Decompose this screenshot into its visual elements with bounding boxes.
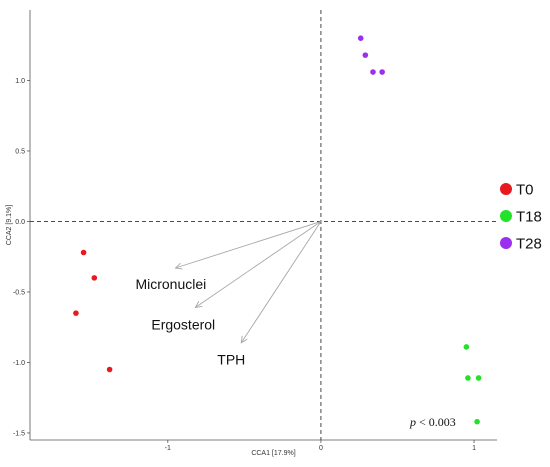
x-axis-title: CCA1 [17.9%] — [251, 450, 295, 457]
point-t0 — [91, 275, 98, 281]
point-layer — [73, 35, 482, 425]
legend-label-t0: T0 — [516, 182, 534, 199]
point-t28 — [357, 35, 364, 41]
p-value-annotation: p < 0.003 — [409, 415, 456, 429]
point-t0 — [106, 366, 113, 373]
vector-arrowhead — [240, 335, 248, 344]
point-t18 — [463, 344, 470, 350]
vector-arrow-line — [195, 221, 322, 308]
p-value-text: < 0.003 — [416, 415, 456, 429]
legend: T0 T18 T28 — [500, 182, 542, 253]
vector-arrowhead — [194, 301, 203, 309]
x-tick-label: 0 — [319, 445, 323, 452]
point-t18 — [465, 375, 471, 381]
point-t28 — [362, 52, 369, 58]
vector-label: TPH — [217, 352, 245, 368]
y-tick-label: -0.5 — [13, 289, 25, 296]
y-tick-label: 1.0 — [15, 78, 25, 85]
point-t28 — [379, 69, 385, 75]
vector-arrow-line — [240, 221, 322, 343]
y-tick-label: -1.0 — [13, 360, 25, 367]
point-t0 — [80, 249, 87, 256]
legend-marker-t0 — [500, 183, 512, 195]
axes-layer: -1.5 -1.0 -0.5 0.0 0.5 1.0 -1 0 1 CCA1 [17.9%] CCA… — [6, 10, 497, 457]
y-tick-label: 0.5 — [15, 148, 25, 155]
x-tick-label: 1 — [472, 445, 476, 452]
vector-layer — [174, 221, 322, 344]
point-t0 — [73, 310, 79, 316]
x-tick-label: -1 — [165, 445, 171, 452]
legend-label-t28: T28 — [516, 236, 542, 253]
vector-arrow-line — [175, 221, 322, 269]
point-t18 — [474, 418, 480, 425]
point-t28 — [370, 69, 376, 75]
legend-marker-t28 — [500, 237, 512, 249]
label-layer: Micronuclei Ergosterol TPH p < 0.003 — [135, 276, 455, 429]
vector-arrowhead — [174, 262, 183, 270]
point-t18 — [475, 375, 482, 381]
y-tick-label: -1.5 — [13, 430, 25, 437]
y-tick-label: 0.0 — [15, 219, 25, 226]
vector-label: Micronuclei — [135, 276, 206, 292]
p-value-symbol: p — [409, 415, 416, 429]
vector-label: Ergosterol — [151, 316, 215, 332]
y-axis-title: CCA2 [9.1%] — [6, 205, 13, 246]
legend-marker-t18 — [500, 210, 512, 222]
legend-label-t18: T18 — [516, 209, 542, 226]
